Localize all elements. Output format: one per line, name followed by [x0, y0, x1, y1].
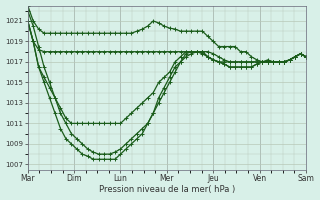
X-axis label: Pression niveau de la mer( hPa ): Pression niveau de la mer( hPa ) [99, 185, 235, 194]
